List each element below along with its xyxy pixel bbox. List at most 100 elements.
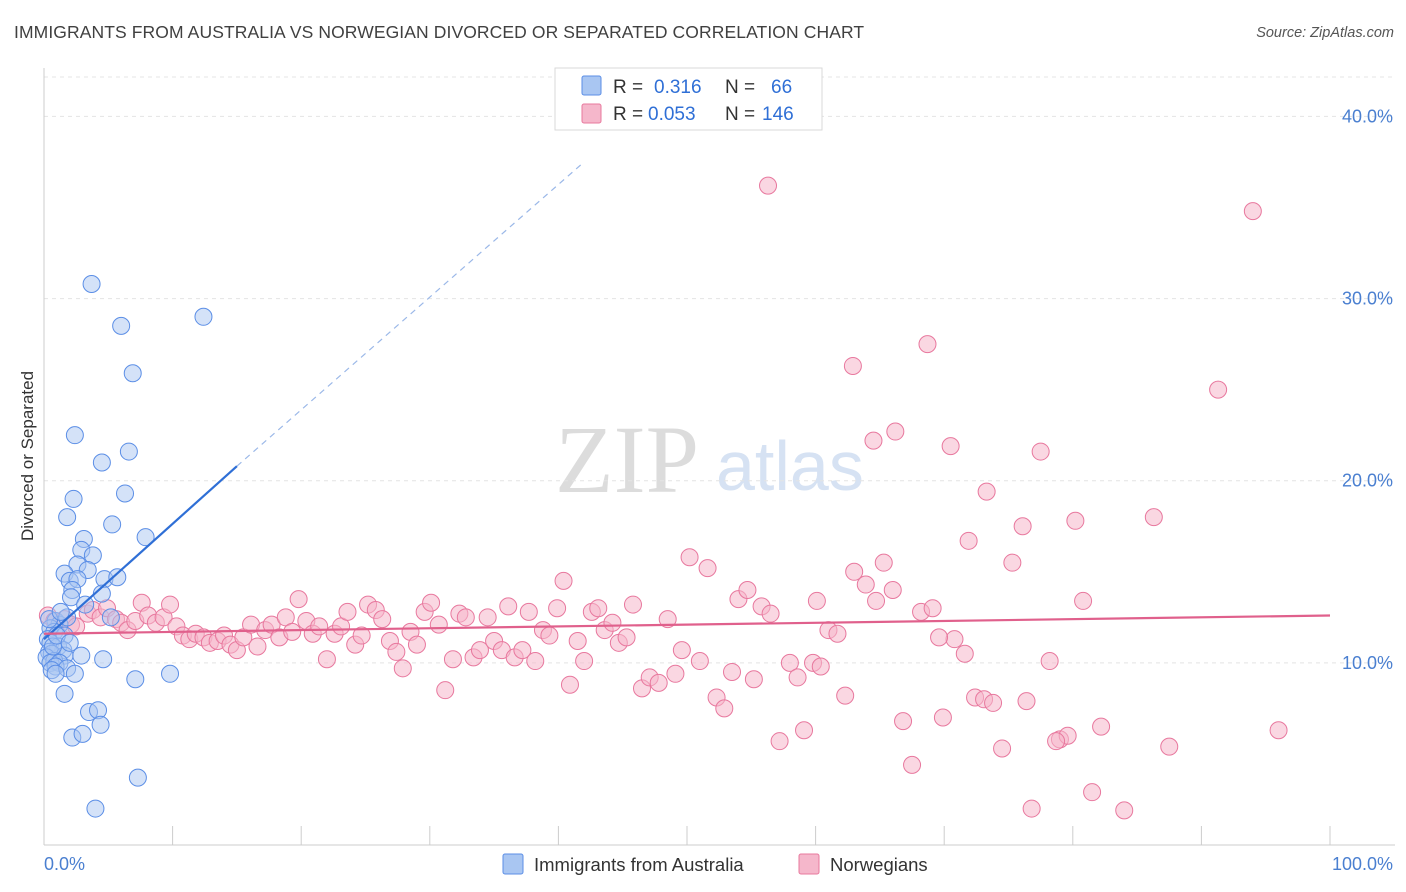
norwegians-point-60 [456,608,475,627]
legend-pink-r-label: R = [613,104,643,125]
x-tick-label-0: 0.0% [44,854,85,874]
norwegians-point-102 [770,732,789,751]
australia-point-9 [58,508,77,527]
norwegians-point-77 [575,652,594,671]
x-tick-labels: 0.0% 100.0% [44,854,1393,874]
norwegians-point-79 [589,599,608,618]
norwegians-point-90 [672,641,691,660]
norwegians-point-70 [526,652,545,671]
australia-point-6 [92,453,111,472]
norwegians-point-153 [930,628,949,647]
norwegians-point-87 [649,673,668,692]
norwegians-point-147 [959,531,978,550]
norwegians-point-48 [373,610,392,629]
bottom-legend-blue-swatch [502,853,524,875]
australia-point-57 [128,768,147,787]
norwegians-point-117 [903,755,922,774]
norwegians-trend-line [43,614,1331,635]
norwegians-point-134 [1066,511,1085,530]
norwegians-point-144 [1115,801,1134,820]
legend-pink-n-label: N = [725,104,755,125]
norwegians-point-122 [955,644,974,663]
norwegians-point-95 [715,699,734,718]
australia-point-2 [194,307,213,326]
bottom-legend-pink-swatch [798,853,820,875]
y-tick-label-30: 30.0% [1342,289,1393,309]
norwegians-point-137 [1017,692,1036,711]
norwegians-point-130 [1031,442,1050,461]
norwegians-point-120 [933,708,952,727]
australia-point-48 [126,670,145,689]
australia-point-3 [123,364,142,383]
norwegians-point-109 [828,624,847,643]
norwegians-point-155 [977,482,996,501]
norwegians-point-74 [554,571,573,590]
norwegians-point-73 [548,599,567,618]
axes [43,68,1395,846]
australia-point-62 [101,608,120,627]
norwegians-point-136 [1083,783,1102,802]
australia-point-0 [82,275,101,293]
norwegians-point-88 [658,610,677,629]
norwegians-point-62 [470,641,489,660]
norwegians-point-56 [429,615,448,634]
norwegians-point-98 [738,581,757,599]
norwegians-point-140 [1209,380,1228,399]
australia-point-46 [46,664,65,683]
norwegians-point-68 [513,641,532,660]
norwegians-point-36 [289,590,308,609]
australia-point-4 [65,426,84,445]
norwegians-point-115 [883,581,902,599]
norwegians-point-17 [161,595,180,614]
legend-blue-n-value: 66 [771,77,792,98]
australia-point-7 [116,484,135,503]
y-tick-label-10: 10.0% [1342,653,1393,673]
bottom-legend-blue-label: Immigrants from Australia [534,854,744,875]
norwegians-point-145 [1160,737,1179,756]
stats-legend: R = 0.316 N = 66 R = 0.053 N = 146 [554,67,823,131]
norwegians-point-142 [1269,721,1288,740]
norwegians-point-135 [1074,591,1093,610]
norwegians-point-99 [744,670,763,689]
australia-point-12 [136,528,155,547]
norwegians-point-105 [795,721,814,740]
norwegians-point-121 [945,630,964,649]
legend-blue-r-label: R = [613,77,643,98]
norwegians-point-152 [759,176,778,195]
norwegians-point-127 [1003,553,1022,572]
norwegians-point-92 [690,652,709,671]
norwegians-point-35 [283,622,302,641]
australia-point-10 [103,515,122,534]
watermark-zip: ZIP [555,406,699,513]
norwegians-point-114 [874,553,893,572]
australia-point-54 [91,715,110,734]
australia-point-49 [161,664,180,683]
y-tick-labels: 10.0% 20.0% 30.0% 40.0% [1342,106,1393,672]
norwegians-point-112 [856,575,875,594]
norwegians-point-53 [407,635,426,654]
y-axis-label: Divorced or Separated [18,371,37,541]
australia-point-50 [94,650,113,669]
norwegians-point-58 [443,650,462,669]
norwegians-point-113 [867,591,886,610]
norwegians-point-143 [1047,732,1066,751]
australia-point-61 [76,595,95,614]
australia-trend-extension [236,161,585,467]
australia-point-56 [73,724,92,743]
australia-point-21 [108,568,127,587]
norwegians-point-51 [393,659,412,678]
norwegians-point-69 [519,602,538,621]
norwegians-point-129 [1022,799,1041,818]
legend-pink-n-value: 146 [762,104,794,125]
norwegians-point-55 [422,593,441,612]
x-tick-label-100: 100.0% [1332,854,1393,874]
norwegians-point-91 [680,548,699,567]
series-legend: Immigrants from Australia Norwegians [502,853,928,875]
norwegians-point-107 [811,657,830,676]
norwegians-point-96 [723,662,742,681]
australia-trend-line [43,465,238,640]
australia-point-58 [86,799,105,818]
australia-point-1 [112,316,131,335]
norwegians-point-148 [864,431,883,450]
